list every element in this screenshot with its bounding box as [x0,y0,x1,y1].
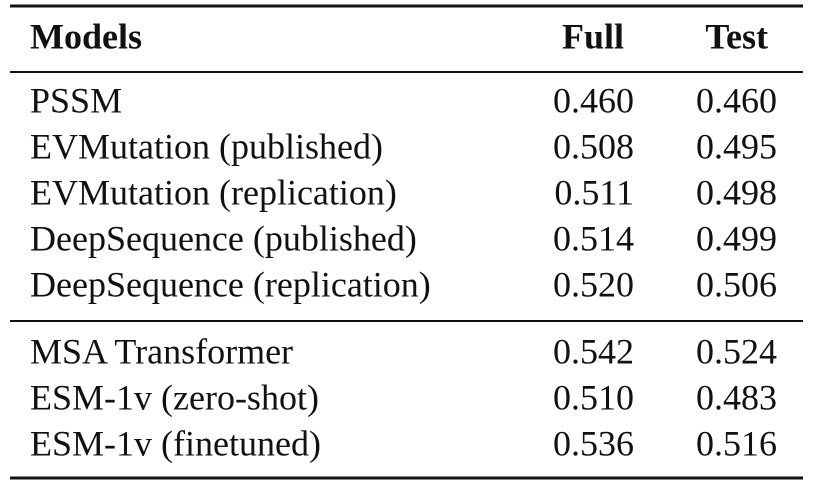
score-cell: 0.506 [696,264,777,304]
model-name: ESM-1v (finetuned) [30,423,321,463]
score-cell: 0.524 [696,331,777,371]
score-cell: 0.498 [696,172,777,212]
score-cell: 0.483 [696,377,777,417]
column-header: Models [30,16,142,56]
model-name: EVMutation (replication) [30,172,397,212]
model-name: ESM-1v (zero-shot) [30,377,319,417]
score-cell: 0.510 [553,377,634,417]
model-name: EVMutation (published) [30,126,383,166]
score-cell: 0.508 [553,126,634,166]
score-cell: 0.516 [696,423,777,463]
score-cell: 0.514 [553,218,634,258]
column-header: Full [562,16,624,56]
model-name: PSSM [30,80,122,120]
score-cell: 0.499 [696,218,777,258]
column-header: Test [705,16,768,56]
score-cell: 0.542 [553,331,634,371]
model-name: DeepSequence (replication) [30,264,431,304]
score-cell: 0.536 [553,423,634,463]
model-name: MSA Transformer [30,331,293,371]
score-cell: 0.460 [696,80,777,120]
score-cell: 0.460 [553,80,634,120]
score-cell: 0.520 [553,264,634,304]
model-name: DeepSequence (published) [30,218,417,258]
score-cell: 0.495 [696,126,777,166]
score-cell: 0.511 [554,172,634,212]
